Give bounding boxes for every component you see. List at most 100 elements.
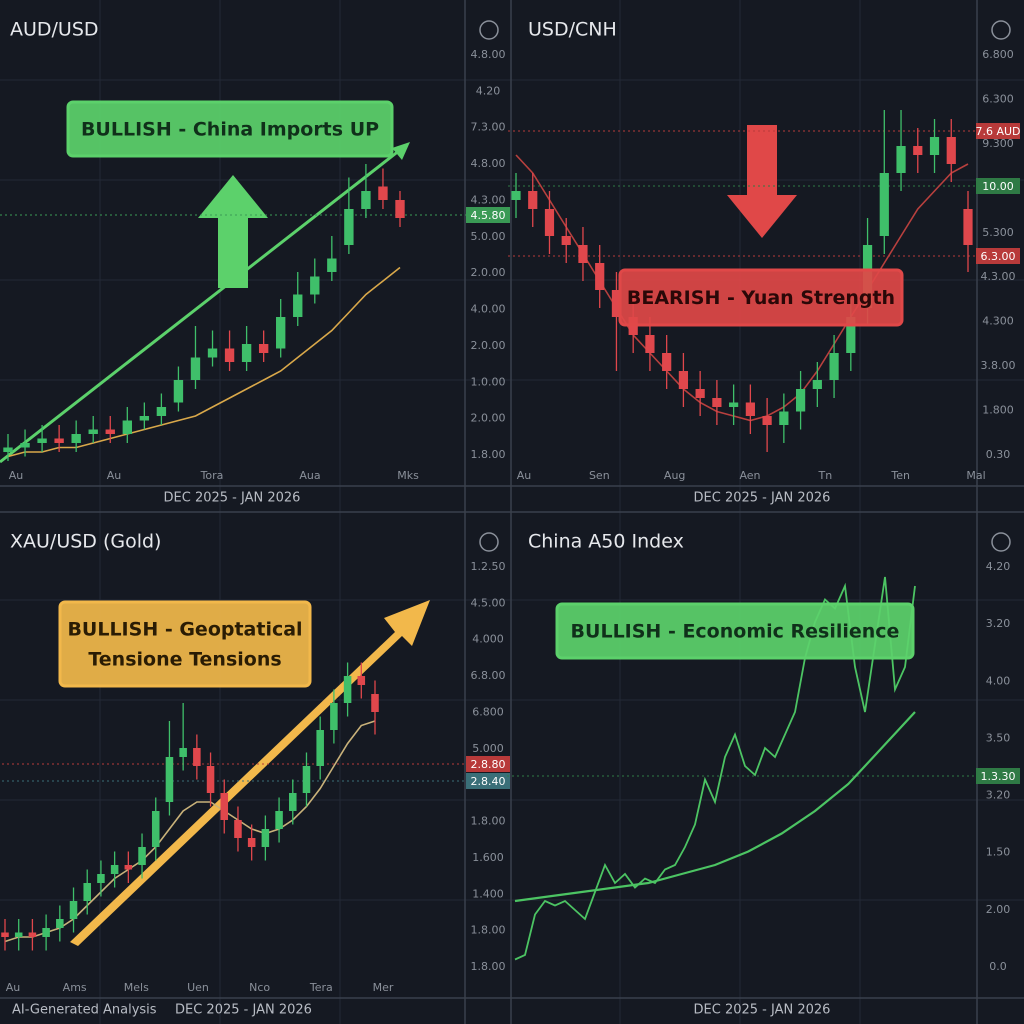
price-label: 1.8.00 bbox=[471, 448, 506, 461]
candle-body bbox=[105, 429, 115, 434]
candle-body bbox=[929, 137, 940, 155]
candle-body bbox=[14, 932, 23, 937]
x-label: Mal bbox=[966, 469, 985, 482]
annotation-box bbox=[555, 602, 915, 660]
annotation-box bbox=[66, 100, 394, 158]
candle-body bbox=[678, 371, 689, 389]
price-tag-label: 1.3.30 bbox=[981, 770, 1016, 783]
candle-body bbox=[293, 294, 303, 317]
footer-label: DEC 2025 - JAN 2026 bbox=[175, 1003, 312, 1018]
candle-body bbox=[946, 137, 956, 164]
x-label: Aua bbox=[299, 469, 320, 482]
x-label: Sen bbox=[589, 469, 610, 482]
candle-body bbox=[595, 263, 605, 290]
candle-body bbox=[302, 766, 311, 793]
panel-title: XAU/USD (Gold) bbox=[10, 531, 161, 553]
x-label: Mks bbox=[397, 469, 419, 482]
candle-body bbox=[762, 416, 772, 425]
price-label: 4.00 bbox=[986, 674, 1011, 687]
candle-body bbox=[395, 200, 405, 218]
moving-average bbox=[4, 720, 376, 943]
price-tag bbox=[976, 123, 1020, 139]
annotation-text: BULLISH - Geoptatical bbox=[67, 619, 302, 641]
price-label: 1.8.00 bbox=[471, 960, 506, 973]
candle-body bbox=[190, 357, 201, 380]
price-label: 4.8.00 bbox=[471, 157, 506, 170]
candle-body bbox=[645, 335, 655, 353]
candle-body bbox=[357, 676, 366, 685]
candle-body bbox=[695, 389, 705, 398]
x-label: Mels bbox=[124, 981, 149, 994]
price-label: 4.300 bbox=[982, 315, 1014, 328]
footer-label: DEC 2025 - JAN 2026 bbox=[164, 491, 301, 506]
candle-body bbox=[110, 865, 119, 874]
price-tag bbox=[466, 207, 510, 223]
footer-label: DEC 2025 - JAN 2026 bbox=[694, 491, 831, 506]
x-label: Aug bbox=[664, 469, 685, 482]
candle-body bbox=[241, 344, 252, 362]
candle-body bbox=[795, 389, 806, 412]
price-label: 4.0.00 bbox=[471, 303, 506, 316]
price-label: 4.000 bbox=[472, 633, 504, 646]
arrows bbox=[0, 125, 797, 946]
settings-icon bbox=[991, 532, 1011, 552]
candle-body bbox=[544, 209, 555, 236]
price-label: 5.300 bbox=[982, 226, 1014, 239]
price-label: 3.50 bbox=[986, 731, 1011, 744]
candle-body bbox=[54, 438, 64, 443]
candle-body bbox=[224, 348, 235, 362]
candle-body bbox=[378, 186, 388, 200]
candle-body bbox=[779, 411, 789, 425]
price-label: 4.8.00 bbox=[471, 48, 506, 61]
x-label: Mer bbox=[373, 981, 394, 994]
footer-label: AI-Generated Analysis bbox=[12, 1003, 157, 1018]
price-label: 3.20 bbox=[986, 789, 1011, 802]
candle-body bbox=[179, 748, 187, 757]
price-label: 3.20 bbox=[986, 617, 1011, 630]
price-label: 3.8.00 bbox=[981, 359, 1016, 372]
footer-label: DEC 2025 - JAN 2026 bbox=[694, 1003, 831, 1018]
price-tag-label: 2.8.40 bbox=[471, 775, 506, 788]
annotation-text: BEARISH - Yuan Strength bbox=[627, 287, 895, 309]
annotation-box bbox=[618, 268, 904, 327]
x-label: Uen bbox=[187, 981, 209, 994]
price-label: 4.3.00 bbox=[471, 193, 506, 206]
candle-body bbox=[327, 258, 337, 272]
price-tag-label: 10.00 bbox=[982, 180, 1014, 193]
price-label: 1.2.50 bbox=[471, 560, 506, 573]
x-label: Au bbox=[9, 469, 24, 482]
candle-body bbox=[611, 290, 622, 317]
candle-body bbox=[42, 928, 50, 937]
candle-body bbox=[234, 820, 242, 838]
candle-body bbox=[247, 838, 256, 847]
candle-body bbox=[310, 276, 320, 295]
price-label: 1.600 bbox=[472, 851, 504, 864]
price-label: 9.300 bbox=[982, 137, 1014, 150]
candle-body bbox=[165, 757, 174, 802]
price-label: 6.800 bbox=[982, 48, 1014, 61]
panel-title: AUD/USD bbox=[10, 19, 99, 41]
candle-body bbox=[289, 793, 297, 811]
x-label: Tora bbox=[200, 469, 224, 482]
price-label: 2.0.00 bbox=[471, 266, 506, 279]
candle-body bbox=[913, 146, 923, 155]
settings-icon bbox=[479, 532, 499, 552]
candle-body bbox=[20, 443, 30, 448]
price-label: 1.0.00 bbox=[471, 375, 506, 388]
candle-body bbox=[69, 901, 78, 919]
x-label: Nco bbox=[249, 981, 270, 994]
price-label: 4.3.00 bbox=[981, 270, 1016, 283]
candle-body bbox=[56, 919, 64, 928]
price-label: 5.0.00 bbox=[471, 230, 506, 243]
candle-body bbox=[220, 793, 229, 820]
candle-body bbox=[1, 932, 9, 937]
panel-title: China A50 Index bbox=[528, 531, 684, 553]
candle-body bbox=[261, 829, 270, 847]
candle-body bbox=[124, 865, 133, 870]
price-tag-label: 4.5.80 bbox=[471, 209, 506, 222]
x-label: Aen bbox=[739, 469, 760, 482]
price-label: 5.000 bbox=[472, 742, 504, 755]
candle-body bbox=[528, 191, 538, 209]
candle-body bbox=[316, 730, 324, 766]
